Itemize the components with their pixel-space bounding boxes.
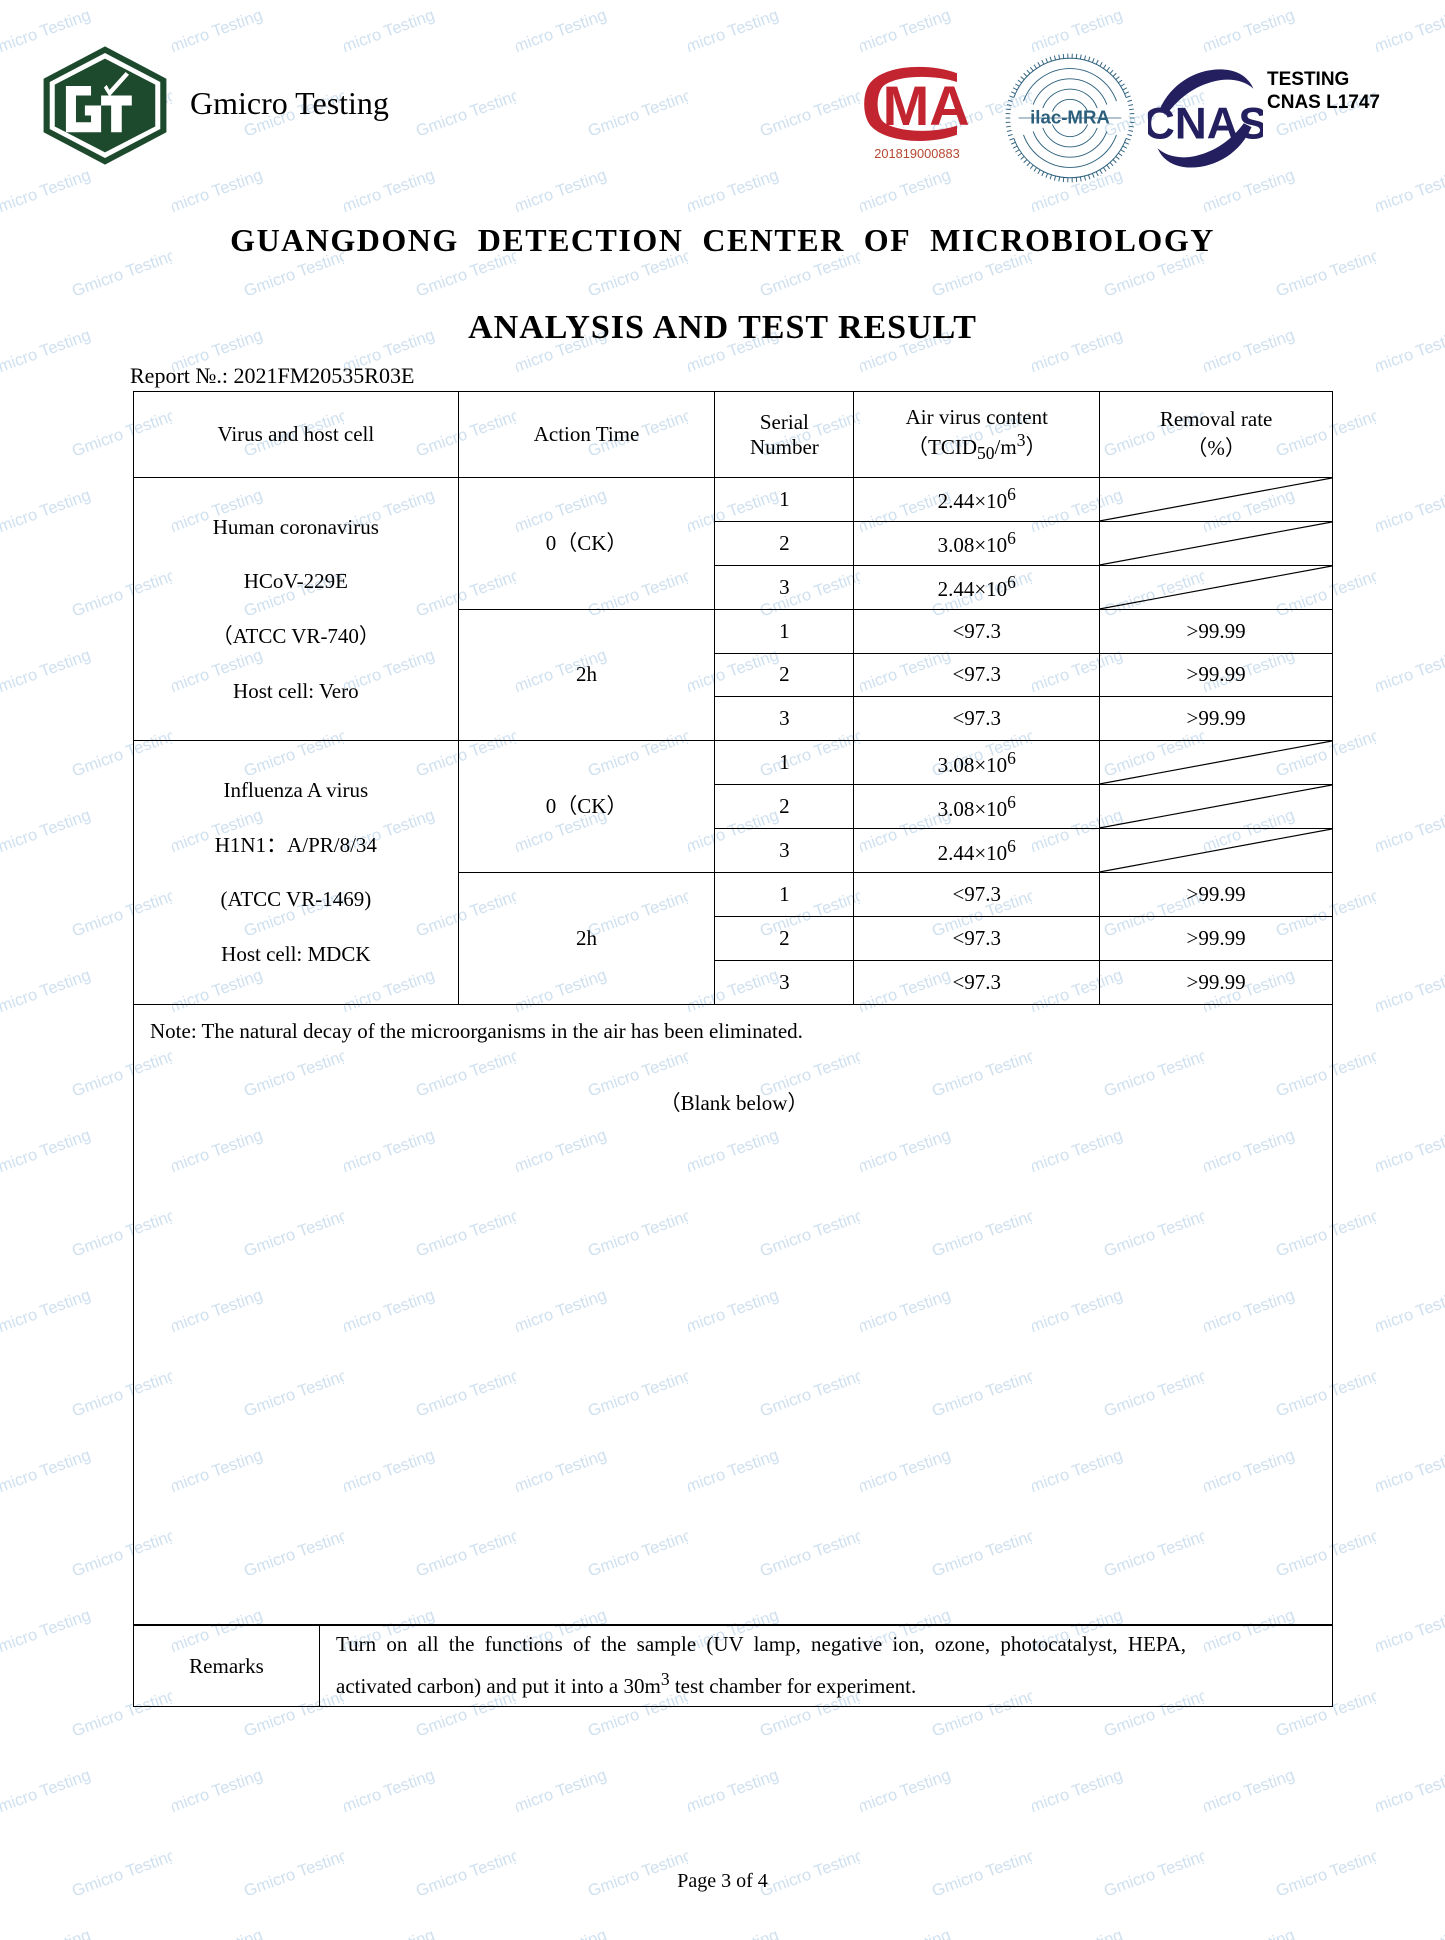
- svg-text:ilac-MRA: ilac-MRA: [1030, 107, 1110, 128]
- svg-text:CNAS: CNAS: [1148, 100, 1263, 149]
- svg-text:201819000883: 201819000883: [874, 146, 959, 161]
- svg-text:MA: MA: [883, 74, 970, 137]
